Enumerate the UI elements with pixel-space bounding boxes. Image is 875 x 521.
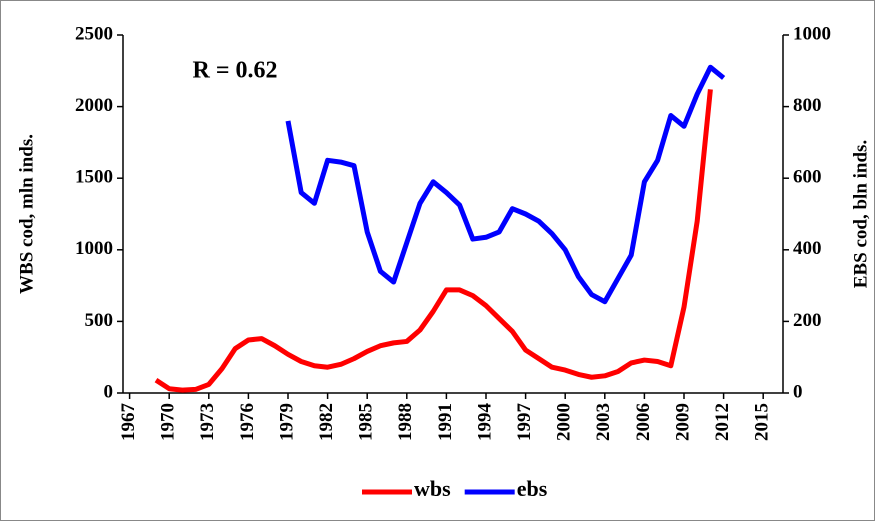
x-tick-label: 2015 [752, 403, 773, 441]
x-tick-label: 1976 [237, 403, 258, 441]
x-tick-label: 1979 [276, 403, 297, 441]
x-tick-label: 2000 [554, 403, 575, 441]
x-tick-label: 1982 [316, 403, 337, 441]
y-tick-label: 0 [104, 381, 114, 402]
y2-tick-label: 200 [793, 310, 822, 331]
y-tick-label: 1500 [75, 167, 113, 188]
x-tick-label: 2009 [672, 403, 693, 441]
series-line [285, 64, 726, 305]
y-tick-label: 2500 [75, 23, 113, 44]
series-line [154, 89, 713, 393]
x-tick-label: 1994 [474, 403, 495, 442]
x-tick-label: 1988 [395, 403, 416, 441]
y-tick-label: 500 [85, 310, 114, 331]
x-tick-label: 1997 [514, 403, 535, 442]
x-tick-label: 2006 [633, 403, 654, 441]
x-tick-label: 1967 [118, 403, 139, 442]
x-tick-label: 1991 [435, 403, 456, 441]
y2-tick-label: 0 [793, 381, 803, 402]
legend-label: ebs [517, 476, 548, 501]
x-tick-label: 2003 [593, 403, 614, 441]
x-tick-label: 1973 [197, 403, 218, 441]
x-tick-label: 1985 [356, 403, 377, 441]
y-tick-label: 1000 [75, 238, 113, 259]
y2-tick-label: 1000 [793, 23, 831, 44]
y2-tick-label: 800 [793, 95, 822, 116]
x-tick-label: 2012 [712, 403, 733, 441]
y2-tick-label: 400 [793, 238, 822, 259]
y-tick-label: 2000 [75, 95, 113, 116]
annotation: R = 0.62 [192, 58, 277, 84]
y2-tick-label: 600 [793, 167, 822, 188]
y2-axis-label: EBS cod, bln inds. [850, 140, 871, 288]
y-axis-label: WBS cod, mln inds. [16, 134, 37, 294]
legend-label: wbs [414, 476, 451, 501]
x-tick-label: 1970 [158, 403, 179, 441]
